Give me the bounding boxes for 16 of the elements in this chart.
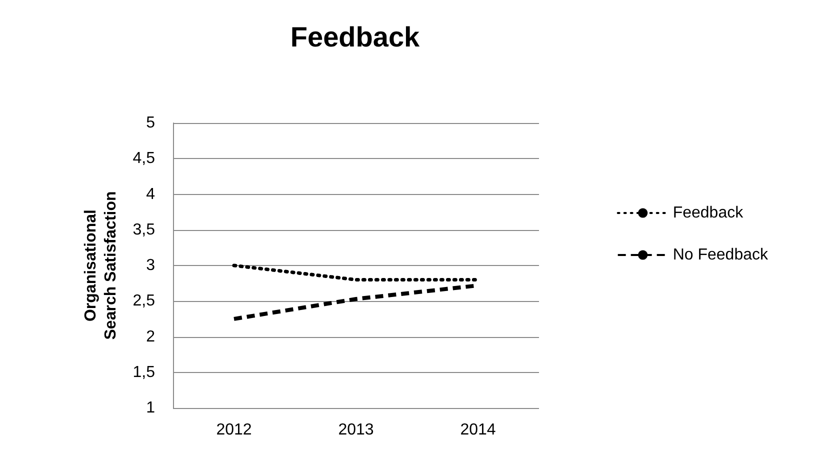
y-tick-label: 3,5 xyxy=(132,221,156,238)
legend-label: No Feedback xyxy=(672,246,769,264)
y-tick-label: 2 xyxy=(146,328,156,346)
chart-title: Feedback xyxy=(290,22,420,52)
x-tick-label: 2014 xyxy=(460,422,496,438)
y-tick-label: 3 xyxy=(146,257,156,274)
y-axis-title: Organisational Search Satisfaction xyxy=(82,191,120,340)
y-tick-label: 2,5 xyxy=(132,292,156,310)
y-tick-label: 4,5 xyxy=(132,150,156,168)
y-tick-label: 5 xyxy=(146,114,156,132)
y-tick-label: 1,5 xyxy=(132,364,156,381)
x-tick-label: 2013 xyxy=(338,422,374,438)
x-tick-label: 2012 xyxy=(216,422,252,438)
y-tick-label: 1 xyxy=(146,400,156,416)
y-tick-label: 4 xyxy=(146,186,156,203)
legend-label: Feedback xyxy=(672,204,744,222)
